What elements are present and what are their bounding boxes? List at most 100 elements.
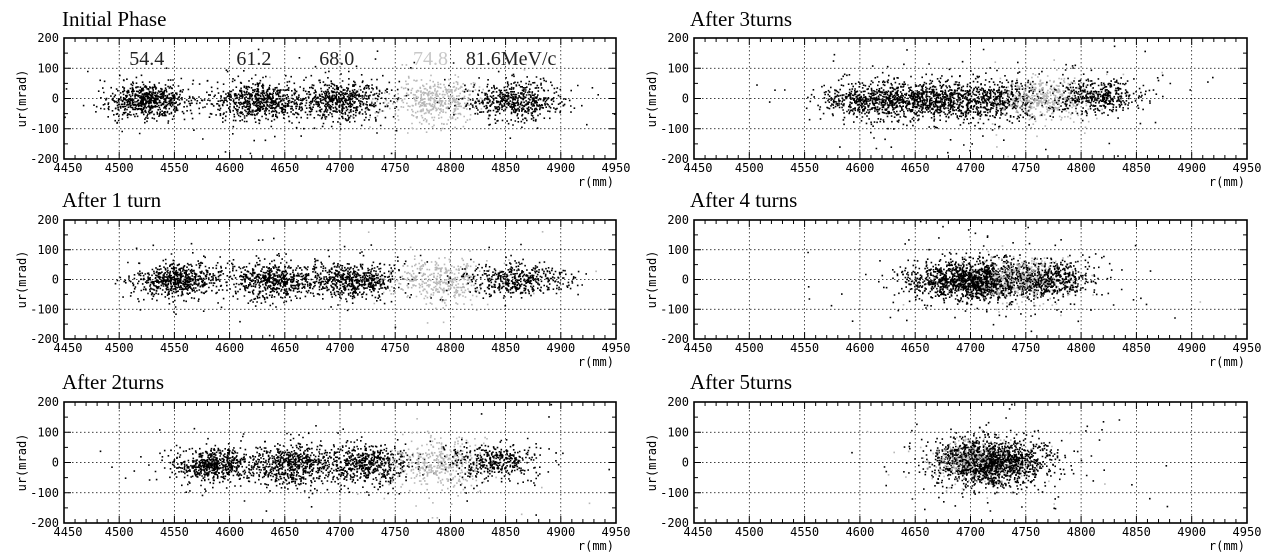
series-points [851,403,1151,511]
series-81.6 [410,62,616,140]
x-tick-label: 4950 [1233,161,1262,175]
x-tick-label: 4450 [54,525,83,539]
series-81.6 [370,243,587,307]
x-tick-label: 4500 [735,161,764,175]
x-tick-label: 4600 [845,161,874,175]
panel-5: After 4 turns 4450 4500 4550 4600 4650 4700 475… [645,188,1261,369]
x-tick-label: 4900 [1177,525,1206,539]
y-tick-label: -100 [660,302,689,316]
x-tick-label: 4450 [684,161,713,175]
series-74.8 [356,418,591,519]
x-tick-label: 4600 [215,525,244,539]
x-tick-label: 4700 [956,525,985,539]
panel-title: After 2turns [62,370,164,394]
y-tick-label: 200 [667,213,689,227]
momentum-annotation: 61.2 [236,48,271,70]
panel-title: After 1 turn [62,188,162,212]
y-axis-label: ur(mrad) [645,434,659,492]
x-tick-label: 4700 [326,525,355,539]
y-axis-label: ur(mrad) [645,251,659,309]
x-tick-label: 4550 [160,161,189,175]
x-tick-label: 4750 [1011,341,1040,355]
y-tick-label: 200 [37,31,59,45]
x-tick-label: 4750 [1011,525,1040,539]
x-tick-label: 4450 [54,341,83,355]
y-axis-label: ur(mrad) [15,434,29,492]
y-tick-label: 0 [682,92,689,106]
momentum-annotation: 81.6MeV/c [466,48,557,70]
y-tick-label: 200 [667,31,689,45]
series-54.4 [903,423,1087,507]
x-axis-label: r(mm) [1209,175,1245,189]
x-axis-label: r(mm) [1209,539,1245,553]
x-tick-label: 4600 [215,341,244,355]
x-tick-label: 4850 [1122,161,1151,175]
series-points [64,67,267,153]
x-tick-label: 4750 [1011,161,1040,175]
x-tick-label: 4550 [790,161,819,175]
series-54.4 [64,67,267,153]
x-tick-label: 4550 [160,525,189,539]
y-tick-label: 100 [37,425,59,439]
panel-title: After 5turns [690,370,792,394]
x-tick-label: 4500 [735,341,764,355]
y-tick-label: -200 [660,516,689,530]
series-points [367,231,597,340]
x-axis-label: r(mm) [1209,355,1245,369]
momentum-annotation: 68.0 [319,48,354,70]
x-tick-label: 4850 [1122,525,1151,539]
scatter-points [756,45,1214,160]
momentum-annotation: 54.4 [129,48,164,70]
x-tick-label: 4900 [546,525,575,539]
panel-1: Initial Phase 4450 4500 4550 4600 4650 4700 475… [15,7,630,189]
scatter-points [851,403,1169,512]
x-tick-label: 4850 [1122,341,1151,355]
x-tick-label: 4800 [436,525,465,539]
x-tick-label: 4800 [1067,341,1096,355]
scatter-points [114,231,597,340]
x-tick-label: 4650 [901,161,930,175]
series-points [832,49,1119,154]
series-68.0 [254,413,483,502]
y-tick-label: 100 [37,243,59,257]
series-74.8 [367,231,597,340]
x-tick-label: 4950 [1233,525,1262,539]
scatter-points [807,220,1202,333]
x-tick-label: 4750 [381,525,410,539]
x-tick-label: 4700 [326,341,355,355]
x-tick-label: 4600 [215,161,244,175]
x-tick-label: 4450 [54,161,83,175]
grid [694,38,1247,159]
x-tick-label: 4550 [790,341,819,355]
x-tick-label: 4850 [491,161,520,175]
y-tick-label: -100 [30,122,59,136]
x-tick-label: 4950 [1233,341,1262,355]
x-tick-label: 4650 [270,161,299,175]
series-points [254,413,483,502]
panel-3: After 2turns 4450 4500 4550 4600 4650 4700 4750… [15,370,630,553]
panel-title: After 3turns [690,7,792,31]
series-61.2 [851,403,1151,511]
series-points [756,53,973,148]
y-tick-label: -200 [660,152,689,166]
panel-6: After 5turns 4450 4500 4550 4600 4650 4700 4750… [645,370,1261,553]
series-points [807,220,1148,323]
series-54.4 [807,220,1148,323]
y-tick-label: 100 [37,61,59,75]
x-tick-label: 4950 [602,341,631,355]
x-tick-label: 4900 [546,161,575,175]
panel-title: Initial Phase [62,7,166,31]
y-tick-label: 0 [52,456,59,470]
series-61.2 [138,48,393,155]
panel-2: After 1 turn 4450 4500 4550 4600 4650 4700 4750… [15,188,630,369]
x-axis-label: r(mm) [578,539,614,553]
momentum-annotation: 74.8 [413,48,448,70]
x-axis-label: r(mm) [578,355,614,369]
series-points [220,38,447,137]
x-tick-label: 4600 [845,341,874,355]
x-tick-label: 4900 [1177,341,1206,355]
y-tick-label: -100 [660,486,689,500]
x-tick-label: 4550 [790,525,819,539]
y-tick-label: 0 [52,273,59,287]
